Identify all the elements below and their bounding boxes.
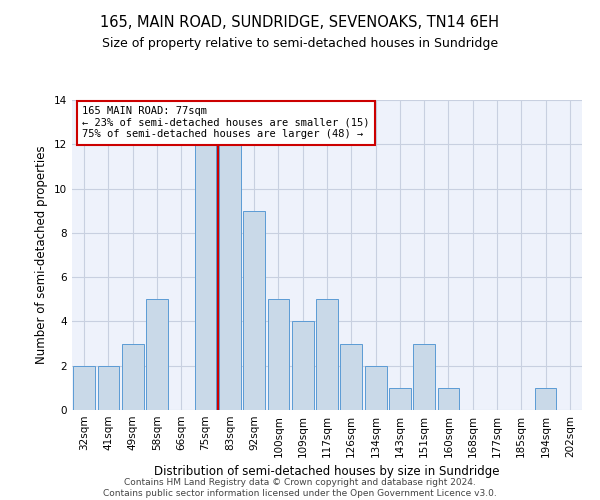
X-axis label: Distribution of semi-detached houses by size in Sundridge: Distribution of semi-detached houses by … [154, 466, 500, 478]
Text: 165, MAIN ROAD, SUNDRIDGE, SEVENOAKS, TN14 6EH: 165, MAIN ROAD, SUNDRIDGE, SEVENOAKS, TN… [101, 15, 499, 30]
Bar [365, 366, 386, 410]
Text: 165 MAIN ROAD: 77sqm
← 23% of semi-detached houses are smaller (15)
75% of semi-: 165 MAIN ROAD: 77sqm ← 23% of semi-detac… [82, 106, 370, 140]
Text: Size of property relative to semi-detached houses in Sundridge: Size of property relative to semi-detach… [102, 38, 498, 51]
Bar [146, 300, 168, 410]
Bar [535, 388, 556, 410]
Bar [243, 210, 265, 410]
Bar [437, 388, 460, 410]
Bar [413, 344, 435, 410]
Bar [340, 344, 362, 410]
Bar [268, 300, 289, 410]
Text: Contains HM Land Registry data © Crown copyright and database right 2024.
Contai: Contains HM Land Registry data © Crown c… [103, 478, 497, 498]
Y-axis label: Number of semi-detached properties: Number of semi-detached properties [35, 146, 49, 364]
Bar [389, 388, 411, 410]
Bar [219, 144, 241, 410]
Bar [292, 322, 314, 410]
Bar [316, 300, 338, 410]
Bar [97, 366, 119, 410]
Bar [194, 144, 217, 410]
Bar [122, 344, 143, 410]
Bar [73, 366, 95, 410]
